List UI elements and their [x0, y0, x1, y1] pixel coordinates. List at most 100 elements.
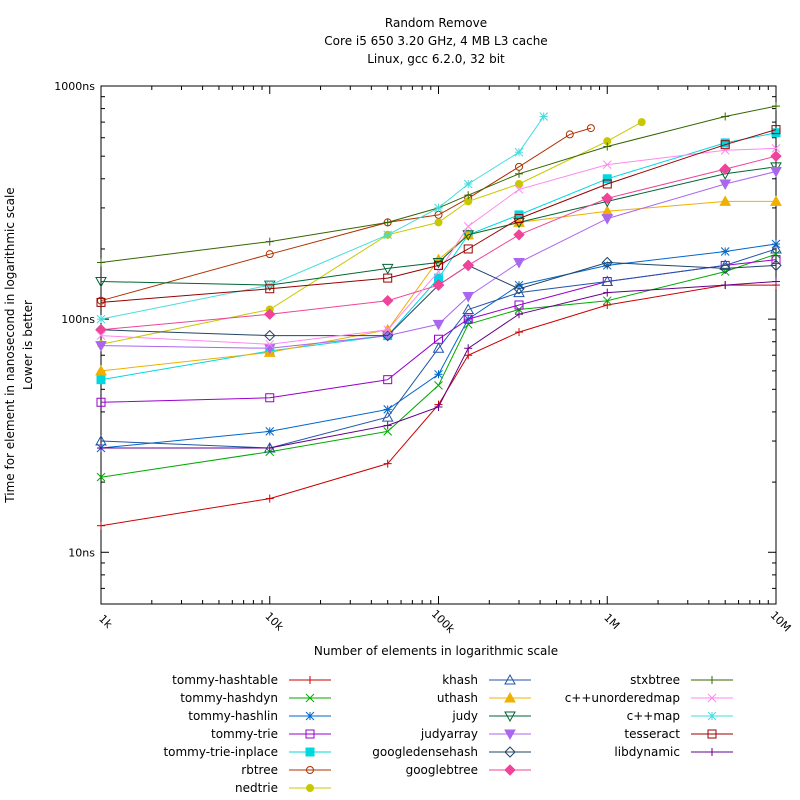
legend-item-khash: khash — [442, 673, 531, 687]
data-point — [515, 179, 524, 188]
data-point — [265, 494, 274, 503]
data-point — [586, 124, 595, 133]
data-point — [719, 163, 731, 175]
data-point — [434, 260, 443, 270]
legend-label: nedtrie — [235, 781, 278, 795]
legend-label: rbtree — [241, 763, 278, 777]
data-point — [97, 258, 105, 267]
legend-item-tommy-trie: tommy-trie — [211, 727, 331, 741]
x-tick-label: 100k — [429, 607, 458, 636]
data-point — [720, 140, 730, 150]
data-point — [264, 308, 276, 320]
data-point — [381, 263, 394, 275]
data-point — [265, 237, 274, 246]
data-point — [383, 427, 393, 436]
data-point — [504, 691, 516, 703]
series-c-unorderedmap — [96, 144, 781, 349]
data-point — [513, 257, 525, 269]
data-point — [381, 329, 394, 342]
series-line-googlebtree — [100, 155, 777, 331]
legend-item-c-map: c++map — [627, 709, 733, 723]
data-point — [432, 279, 445, 291]
data-point — [603, 300, 612, 309]
data-point — [721, 281, 730, 290]
data-point — [383, 375, 393, 385]
data-point — [504, 711, 516, 723]
series-line-nedtrie — [100, 121, 642, 345]
data-point — [383, 459, 392, 468]
data-point — [463, 244, 473, 254]
legend-label: tommy-hashdyn — [180, 691, 278, 705]
data-point — [720, 247, 730, 256]
data-point — [602, 174, 612, 184]
data-point — [462, 230, 475, 241]
data-point — [383, 230, 393, 240]
legend-label: tommy-trie — [211, 727, 278, 741]
y-tick-label: 10ns — [68, 546, 95, 559]
series-line-judy — [100, 166, 777, 286]
data-point — [770, 242, 782, 254]
data-point — [432, 342, 445, 353]
series-line-c-map — [100, 116, 545, 320]
data-point — [603, 142, 612, 151]
data-point — [96, 397, 106, 407]
data-point — [96, 331, 106, 340]
data-point — [770, 259, 782, 272]
data-point — [306, 766, 314, 774]
data-point — [265, 339, 275, 349]
series-nedtrie — [97, 118, 646, 349]
data-point — [464, 344, 473, 353]
y-tick-label: 1000ns — [54, 80, 95, 93]
data-point — [719, 179, 732, 190]
legend-label: googlebtree — [406, 763, 478, 777]
data-point — [770, 166, 782, 178]
data-point — [381, 411, 394, 422]
data-point — [721, 112, 730, 121]
data-point — [264, 329, 276, 342]
legend-label: uthash — [437, 691, 478, 705]
data-point — [708, 748, 716, 756]
data-point — [96, 375, 106, 385]
data-point — [96, 472, 106, 482]
data-point — [539, 112, 549, 121]
data-point — [513, 229, 525, 241]
data-point — [707, 729, 717, 739]
x-tick-label: 1M — [601, 611, 622, 632]
data-point — [464, 191, 473, 200]
data-point — [771, 249, 781, 259]
data-point — [383, 325, 393, 335]
data-point — [434, 218, 443, 227]
data-point — [97, 444, 105, 453]
legend-item-libdynamic: libdynamic — [614, 745, 733, 759]
data-point — [434, 267, 443, 276]
data-point — [95, 364, 107, 376]
data-point — [462, 292, 475, 303]
plot-frame — [100, 85, 777, 605]
data-point — [708, 676, 716, 684]
y-axis-label-2: Lower is better — [21, 300, 35, 390]
series-line-c-unorderedmap — [100, 147, 777, 345]
data-point — [95, 324, 107, 336]
data-point — [383, 218, 392, 227]
data-point — [464, 351, 473, 360]
data-point — [305, 729, 315, 739]
data-point — [305, 693, 315, 703]
data-point — [719, 259, 732, 270]
data-point — [306, 676, 314, 684]
chart-subtitle-2: Linux, gcc 6.2.0, 32 bit — [367, 52, 505, 66]
legend-item-googledensehash: googledensehash — [372, 745, 531, 759]
legend-item-c-unorderedmap: c++unorderedmap — [565, 691, 733, 705]
data-point — [265, 444, 274, 453]
series-tesseract — [96, 125, 781, 307]
legend-item-uthash: uthash — [437, 691, 531, 705]
data-point — [462, 259, 474, 272]
data-point — [565, 130, 574, 139]
data-point — [513, 283, 525, 295]
data-point — [515, 169, 524, 178]
data-point — [305, 711, 315, 721]
legend-label: tommy-hashtable — [172, 673, 278, 687]
data-point — [265, 284, 275, 294]
legend-label: khash — [442, 673, 478, 687]
data-point — [603, 288, 612, 297]
